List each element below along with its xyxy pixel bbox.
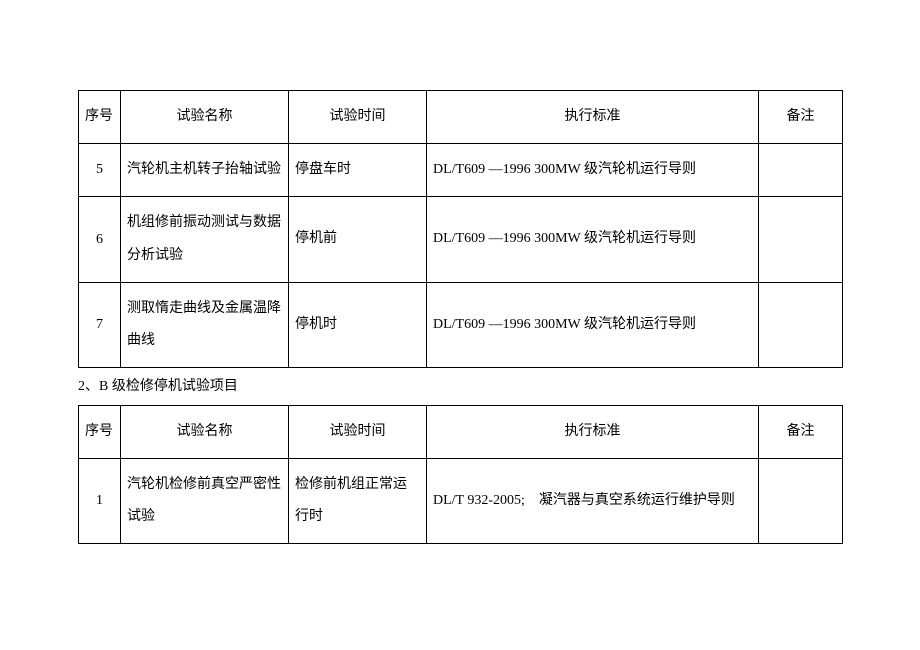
cell-name: 汽轮机检修前真空严密性试验 xyxy=(121,458,289,543)
cell-name: 汽轮机主机转子抬轴试验 xyxy=(121,144,289,197)
col-header-std: 执行标准 xyxy=(427,405,759,458)
cell-note xyxy=(759,197,843,282)
col-header-note: 备注 xyxy=(759,91,843,144)
col-header-std-text: 执行标准 xyxy=(427,91,758,143)
cell-std: DL/T609 —1996 300MW 级汽轮机运行导则 xyxy=(427,282,759,367)
cell-std-text: DL/T 932-2005; 凝汽器与真空系统运行维护导则 xyxy=(427,475,758,527)
col-header-time-text: 试验时间 xyxy=(289,406,426,458)
cell-time: 检修前机组正常运行时 xyxy=(289,458,427,543)
table-row: 7 测取惰走曲线及金属温降曲线 停机时 DL/T609 —1996 300MW … xyxy=(79,282,843,367)
cell-name-text: 测取惰走曲线及金属温降曲线 xyxy=(121,283,288,367)
cell-seq: 6 xyxy=(79,197,121,282)
table-row: 5 汽轮机主机转子抬轴试验 停盘车时 DL/T609 —1996 300MW 级… xyxy=(79,144,843,197)
col-header-seq-text: 序号 xyxy=(79,93,120,141)
cell-time-text: 停机前 xyxy=(289,213,426,265)
cell-time: 停盘车时 xyxy=(289,144,427,197)
cell-std: DL/T609 —1996 300MW 级汽轮机运行导则 xyxy=(427,144,759,197)
col-header-time-text: 试验时间 xyxy=(289,91,426,143)
table-header-row: 序号 试验名称 试验时间 执行标准 备注 xyxy=(79,405,843,458)
col-header-name-text: 试验名称 xyxy=(121,406,288,458)
col-header-std-text: 执行标准 xyxy=(427,406,758,458)
cell-seq: 7 xyxy=(79,282,121,367)
col-header-seq: 序号 xyxy=(79,405,121,458)
col-header-note-text: 备注 xyxy=(759,406,842,458)
cell-std-text: DL/T609 —1996 300MW 级汽轮机运行导则 xyxy=(427,144,758,196)
section-title: 2、B 级检修停机试验项目 xyxy=(78,376,842,398)
cell-seq: 5 xyxy=(79,144,121,197)
col-header-note-text: 备注 xyxy=(759,91,842,143)
cell-seq: 1 xyxy=(79,458,121,543)
table-2: 序号 试验名称 试验时间 执行标准 备注 1 汽轮机检修前真空严密性试验 检修前… xyxy=(78,405,843,545)
cell-name: 机组修前振动测试与数据分析试验 xyxy=(121,197,289,282)
col-header-note: 备注 xyxy=(759,405,843,458)
col-header-seq-text: 序号 xyxy=(79,408,120,456)
cell-seq-text: 1 xyxy=(79,494,120,508)
cell-time-text: 检修前机组正常运行时 xyxy=(289,459,426,543)
table-1: 序号 试验名称 试验时间 执行标准 备注 5 汽轮机主机转子抬轴试验 停盘车时 … xyxy=(78,90,843,368)
cell-note-text xyxy=(759,315,842,335)
col-header-time: 试验时间 xyxy=(289,91,427,144)
cell-note-text xyxy=(759,160,842,180)
col-header-std: 执行标准 xyxy=(427,91,759,144)
cell-std-text: DL/T609 —1996 300MW 级汽轮机运行导则 xyxy=(427,299,758,351)
cell-std-text: DL/T609 —1996 300MW 级汽轮机运行导则 xyxy=(427,213,758,265)
cell-std: DL/T609 —1996 300MW 级汽轮机运行导则 xyxy=(427,197,759,282)
table-row: 6 机组修前振动测试与数据分析试验 停机前 DL/T609 —1996 300M… xyxy=(79,197,843,282)
cell-note-text xyxy=(759,230,842,250)
cell-note xyxy=(759,282,843,367)
cell-time-text: 停盘车时 xyxy=(289,144,426,196)
cell-seq-text: 6 xyxy=(79,233,120,247)
col-header-name-text: 试验名称 xyxy=(121,91,288,143)
cell-seq-text: 7 xyxy=(79,318,120,332)
table-row: 1 汽轮机检修前真空严密性试验 检修前机组正常运行时 DL/T 932-2005… xyxy=(79,458,843,543)
table-header-row: 序号 试验名称 试验时间 执行标准 备注 xyxy=(79,91,843,144)
cell-time: 停机前 xyxy=(289,197,427,282)
col-header-name: 试验名称 xyxy=(121,91,289,144)
cell-std: DL/T 932-2005; 凝汽器与真空系统运行维护导则 xyxy=(427,458,759,543)
col-header-time: 试验时间 xyxy=(289,405,427,458)
cell-time: 停机时 xyxy=(289,282,427,367)
cell-name-text: 机组修前振动测试与数据分析试验 xyxy=(121,197,288,281)
cell-note xyxy=(759,144,843,197)
cell-note-text xyxy=(759,491,842,511)
cell-time-text: 停机时 xyxy=(289,299,426,351)
cell-note xyxy=(759,458,843,543)
cell-name-text: 汽轮机检修前真空严密性试验 xyxy=(121,459,288,543)
col-header-name: 试验名称 xyxy=(121,405,289,458)
cell-name-text: 汽轮机主机转子抬轴试验 xyxy=(121,144,288,196)
cell-seq-text: 5 xyxy=(79,163,120,177)
cell-name: 测取惰走曲线及金属温降曲线 xyxy=(121,282,289,367)
col-header-seq: 序号 xyxy=(79,91,121,144)
